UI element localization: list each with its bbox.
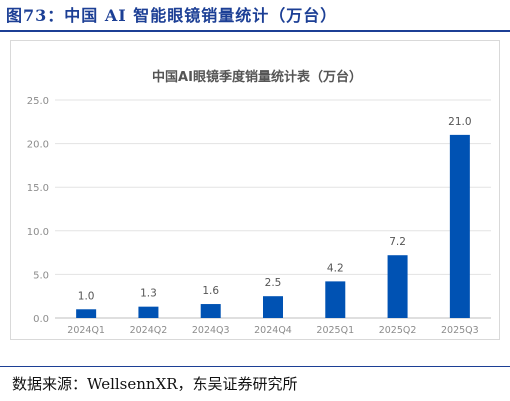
y-tick-label: 15.0 <box>27 183 49 194</box>
bars <box>76 134 470 318</box>
data-label: 1.0 <box>78 290 95 302</box>
chart-title: 中国AI眼镜季度销量统计表（万台） <box>152 69 362 85</box>
bar-chart: 中国AI眼镜季度销量统计表（万台） 0.0 5.0 10.0 15.0 20.0 25.0… <box>27 69 491 336</box>
x-tick-label: 2024Q1 <box>67 325 105 336</box>
bar-2024q3 <box>200 304 221 318</box>
source-note: 数据来源：WellsennXR，东吴证券研究所 <box>12 375 298 393</box>
bar-2024q2 <box>138 306 159 318</box>
y-tick-label: 20.0 <box>27 140 49 151</box>
data-label: 21.0 <box>448 116 471 128</box>
y-tick-label: 10.0 <box>27 227 49 238</box>
figure-title: 图73：中国 AI 智能眼镜销量统计（万台） <box>6 6 338 25</box>
data-labels: 1.0 1.3 1.6 2.5 4.2 7.2 21.0 <box>78 116 472 302</box>
source-rule <box>0 366 510 367</box>
y-axis: 0.0 5.0 10.0 15.0 20.0 25.0 <box>27 96 49 325</box>
y-tick-label: 5.0 <box>33 270 49 281</box>
chart-panel: 中国AI眼镜季度销量统计表（万台） 0.0 5.0 10.0 15.0 20.0 25.0… <box>10 40 500 340</box>
bar-2025q1 <box>325 281 346 318</box>
bar-2024q1 <box>76 309 97 318</box>
data-label: 2.5 <box>265 277 282 289</box>
x-axis: 2024Q1 2024Q2 2024Q3 2024Q4 2025Q1 2025Q2 2025… <box>67 325 478 336</box>
data-label: 1.3 <box>140 288 157 300</box>
data-label: 7.2 <box>389 236 406 248</box>
title-rule <box>0 30 510 32</box>
data-label: 1.6 <box>202 285 219 297</box>
x-tick-label: 2025Q3 <box>441 325 479 336</box>
x-tick-label: 2024Q3 <box>192 325 230 336</box>
bar-2025q2 <box>387 255 408 318</box>
x-tick-label: 2024Q2 <box>130 325 168 336</box>
data-label: 4.2 <box>327 262 344 274</box>
x-tick-label: 2025Q1 <box>316 325 354 336</box>
x-tick-label: 2025Q2 <box>379 325 417 336</box>
gridlines <box>55 99 491 319</box>
bar-2024q4 <box>263 296 283 318</box>
y-tick-label: 0.0 <box>33 314 49 325</box>
y-tick-label: 25.0 <box>27 96 49 107</box>
bar-2025q3 <box>449 134 470 318</box>
x-tick-label: 2024Q4 <box>254 325 292 336</box>
